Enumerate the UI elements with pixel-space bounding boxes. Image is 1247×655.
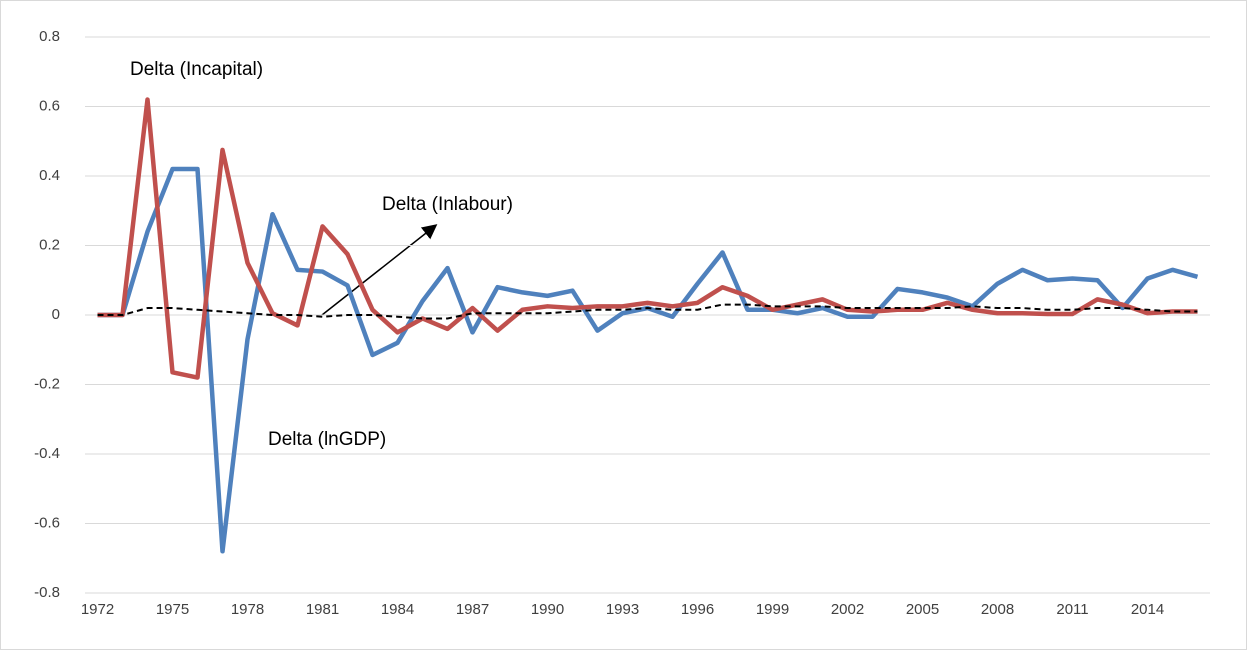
y-tick-label: -0.4: [34, 445, 60, 462]
x-tick-label: 1978: [231, 601, 264, 618]
series-line: [97, 97, 1198, 380]
x-tick-label: 1999: [756, 601, 789, 618]
series-annotation: Delta (Inlabour): [382, 194, 513, 215]
annotation-arrow: [321, 224, 438, 316]
y-tick-label: 0.6: [39, 97, 60, 114]
series-annotation: Delta (lnGDP): [268, 429, 386, 450]
x-tick-label: 1993: [606, 601, 639, 618]
x-tick-label: 1990: [531, 601, 564, 618]
y-tick-label: -0.6: [34, 514, 60, 531]
x-tick-label: 2005: [906, 601, 939, 618]
x-tick-label: 2011: [1056, 601, 1088, 618]
series-line: [97, 303, 1198, 320]
y-tick-label: -0.8: [34, 584, 60, 601]
x-tick-label: 1984: [381, 601, 414, 618]
x-tick-label: 1975: [156, 601, 189, 618]
x-tick-label: 1987: [456, 601, 489, 618]
y-tick-label: 0.8: [39, 28, 60, 45]
x-tick-label: 1996: [681, 601, 714, 618]
x-tick-label: 2002: [831, 601, 864, 618]
x-tick-label: 2014: [1131, 601, 1164, 618]
x-tick-label: 2008: [981, 601, 1014, 618]
series-annotation: Delta (Incapital): [130, 59, 263, 80]
y-tick-label: 0: [52, 306, 60, 323]
y-tick-label: -0.2: [34, 375, 60, 392]
y-tick-label: 0.2: [39, 236, 60, 253]
x-tick-label: 1981: [306, 601, 339, 618]
y-tick-label: 0.4: [39, 167, 60, 184]
x-tick-label: 1972: [81, 601, 114, 618]
